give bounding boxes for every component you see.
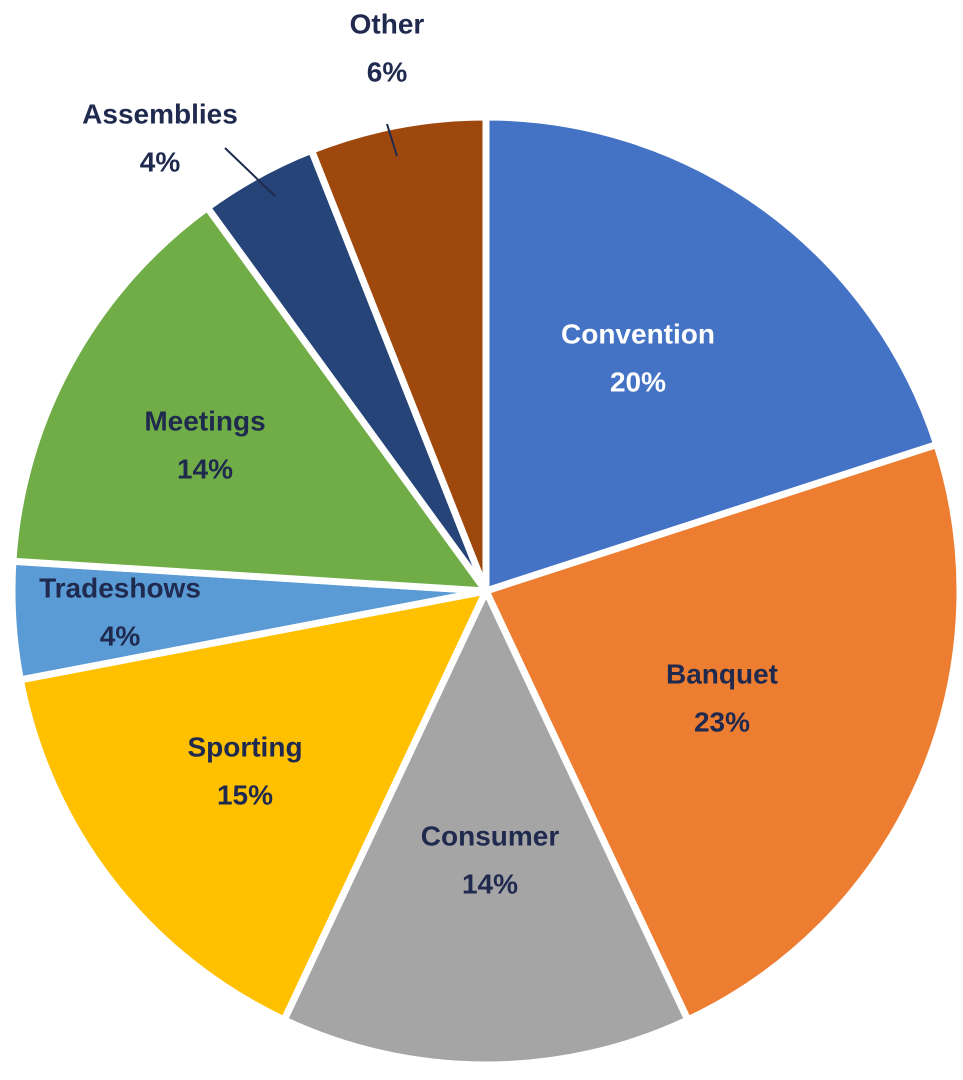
pie-slice <box>9 204 490 595</box>
leader-line <box>386 123 398 157</box>
value-label: 14% <box>177 453 233 484</box>
slices <box>8 113 963 1069</box>
value-label: 14% <box>462 868 518 899</box>
slice-label: Assemblies <box>82 98 238 129</box>
slice-label: Other <box>350 8 425 39</box>
value-label: 20% <box>610 366 666 397</box>
slice-label: Consumer <box>421 820 560 851</box>
leader-line <box>224 147 276 197</box>
pie-slice <box>482 113 941 595</box>
pie-slice <box>280 587 692 1069</box>
value-label: 15% <box>217 779 273 810</box>
labels: Convention 20% Banquet 23% Consumer 14% Sporti… <box>39 8 778 899</box>
value-label: 6% <box>367 56 408 87</box>
slice-label: Banquet <box>666 658 778 689</box>
pie-slice <box>308 113 490 595</box>
slice-label: Meetings <box>144 405 265 436</box>
pie-slice <box>16 587 490 1024</box>
value-label: 4% <box>140 146 181 177</box>
pie-slice <box>482 441 963 1024</box>
value-label: 23% <box>694 706 750 737</box>
slice-label: Sporting <box>187 731 302 762</box>
slice-label: Convention <box>561 318 715 349</box>
value-label: 4% <box>100 620 141 651</box>
slice-label: Tradeshows <box>39 572 201 603</box>
